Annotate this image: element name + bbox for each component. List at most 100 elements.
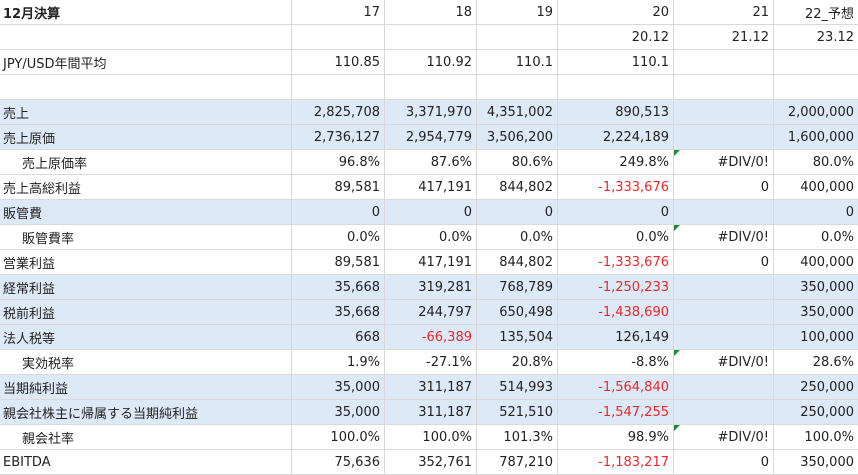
value-cell-col-19[interactable]: 20.8% <box>477 350 558 375</box>
value-cell-col-19[interactable]: 19 <box>477 0 558 25</box>
value-cell-col-18[interactable]: -66,389 <box>385 325 477 350</box>
row-label-cell[interactable]: EBITDA <box>0 450 292 475</box>
value-cell-col-20[interactable]: 0 <box>558 200 674 225</box>
value-cell-col-18[interactable]: 311,187 <box>385 375 477 400</box>
value-cell-col-19[interactable]: 514,993 <box>477 375 558 400</box>
row-label-cell[interactable]: 売上 <box>0 100 292 125</box>
row-label-cell[interactable]: 当期純利益 <box>0 375 292 400</box>
value-cell-col-18[interactable]: 110.92 <box>385 50 477 75</box>
row-label-cell[interactable]: 販管費 <box>0 200 292 225</box>
value-cell-col-21[interactable]: 0 <box>674 175 774 200</box>
value-cell-col-20[interactable]: -1,547,255 <box>558 400 674 425</box>
value-cell-col-19[interactable] <box>477 75 558 100</box>
value-cell-col-18[interactable]: -27.1% <box>385 350 477 375</box>
row-label-cell[interactable] <box>0 25 292 50</box>
row-label-cell[interactable]: 法人税等 <box>0 325 292 350</box>
value-cell-col-20[interactable]: 2,224,189 <box>558 125 674 150</box>
row-label-cell[interactable]: 実効税率 <box>0 350 292 375</box>
value-cell-col-21[interactable] <box>674 125 774 150</box>
value-cell-col-20[interactable]: 0.0% <box>558 225 674 250</box>
value-cell-col-18[interactable] <box>385 75 477 100</box>
value-cell-col-22[interactable]: 400,000 <box>774 250 858 275</box>
value-cell-col-21[interactable] <box>674 325 774 350</box>
value-cell-col-19[interactable]: 4,351,002 <box>477 100 558 125</box>
value-cell-col-21[interactable] <box>674 375 774 400</box>
value-cell-col-18[interactable]: 2,954,779 <box>385 125 477 150</box>
value-cell-col-17[interactable]: 668 <box>292 325 385 350</box>
value-cell-col-17[interactable]: 0 <box>292 200 385 225</box>
value-cell-col-22[interactable]: 350,000 <box>774 275 858 300</box>
value-cell-col-19[interactable]: 844,802 <box>477 250 558 275</box>
row-label-cell[interactable]: 税前利益 <box>0 300 292 325</box>
value-cell-col-17[interactable]: 2,736,127 <box>292 125 385 150</box>
value-cell-col-18[interactable]: 311,187 <box>385 400 477 425</box>
value-cell-col-20[interactable]: -1,438,690 <box>558 300 674 325</box>
value-cell-col-17[interactable]: 89,581 <box>292 250 385 275</box>
value-cell-col-17[interactable]: 35,668 <box>292 300 385 325</box>
row-label-cell[interactable]: 売上原価 <box>0 125 292 150</box>
row-label-cell[interactable]: 売上高総利益 <box>0 175 292 200</box>
value-cell-col-22[interactable]: 350,000 <box>774 300 858 325</box>
value-cell-col-21[interactable] <box>674 275 774 300</box>
value-cell-col-21[interactable]: 21.12 <box>674 25 774 50</box>
value-cell-col-19[interactable]: 844,802 <box>477 175 558 200</box>
value-cell-col-22[interactable]: 100.0% <box>774 425 858 450</box>
value-cell-col-21[interactable]: #DIV/0! <box>674 350 774 375</box>
value-cell-col-18[interactable]: 417,191 <box>385 250 477 275</box>
value-cell-col-18[interactable] <box>385 25 477 50</box>
value-cell-col-17[interactable] <box>292 75 385 100</box>
value-cell-col-19[interactable]: 650,498 <box>477 300 558 325</box>
value-cell-col-18[interactable]: 18 <box>385 0 477 25</box>
value-cell-col-19[interactable]: 521,510 <box>477 400 558 425</box>
value-cell-col-22[interactable]: 0.0% <box>774 225 858 250</box>
value-cell-col-21[interactable]: 0 <box>674 250 774 275</box>
value-cell-col-21[interactable]: 0 <box>674 450 774 475</box>
row-label-cell[interactable]: 経常利益 <box>0 275 292 300</box>
value-cell-col-22[interactable]: 80.0% <box>774 150 858 175</box>
row-label-cell[interactable]: 12月決算 <box>0 0 292 25</box>
row-label-cell[interactable]: 親会社率 <box>0 425 292 450</box>
value-cell-col-17[interactable]: 2,825,708 <box>292 100 385 125</box>
value-cell-col-18[interactable]: 417,191 <box>385 175 477 200</box>
value-cell-col-20[interactable]: -1,333,676 <box>558 250 674 275</box>
value-cell-col-20[interactable]: -1,250,233 <box>558 275 674 300</box>
value-cell-col-20[interactable]: -1,183,217 <box>558 450 674 475</box>
value-cell-col-17[interactable]: 17 <box>292 0 385 25</box>
value-cell-col-19[interactable]: 110.1 <box>477 50 558 75</box>
value-cell-col-20[interactable]: 249.8% <box>558 150 674 175</box>
value-cell-col-20[interactable]: 110.1 <box>558 50 674 75</box>
value-cell-col-17[interactable]: 35,000 <box>292 400 385 425</box>
row-label-cell[interactable]: 販管費率 <box>0 225 292 250</box>
value-cell-col-18[interactable]: 100.0% <box>385 425 477 450</box>
value-cell-col-21[interactable] <box>674 100 774 125</box>
value-cell-col-18[interactable]: 319,281 <box>385 275 477 300</box>
value-cell-col-17[interactable]: 0.0% <box>292 225 385 250</box>
value-cell-col-17[interactable]: 96.8% <box>292 150 385 175</box>
value-cell-col-18[interactable]: 3,371,970 <box>385 100 477 125</box>
value-cell-col-20[interactable]: 890,513 <box>558 100 674 125</box>
value-cell-col-21[interactable]: 21 <box>674 0 774 25</box>
value-cell-col-22[interactable]: 100,000 <box>774 325 858 350</box>
value-cell-col-22[interactable]: 1,600,000 <box>774 125 858 150</box>
value-cell-col-20[interactable]: 126,149 <box>558 325 674 350</box>
row-label-cell[interactable]: JPY/USD年間平均 <box>0 50 292 75</box>
value-cell-col-21[interactable]: #DIV/0! <box>674 225 774 250</box>
value-cell-col-17[interactable]: 35,000 <box>292 375 385 400</box>
value-cell-col-17[interactable]: 110.85 <box>292 50 385 75</box>
value-cell-col-22[interactable]: 28.6% <box>774 350 858 375</box>
value-cell-col-22[interactable]: 2,000,000 <box>774 100 858 125</box>
value-cell-col-21[interactable] <box>674 300 774 325</box>
value-cell-col-18[interactable]: 0 <box>385 200 477 225</box>
value-cell-col-22[interactable]: 250,000 <box>774 400 858 425</box>
value-cell-col-18[interactable]: 352,761 <box>385 450 477 475</box>
value-cell-col-19[interactable] <box>477 25 558 50</box>
value-cell-col-22[interactable]: 0 <box>774 200 858 225</box>
value-cell-col-20[interactable] <box>558 75 674 100</box>
value-cell-col-20[interactable]: 20.12 <box>558 25 674 50</box>
value-cell-col-17[interactable]: 75,636 <box>292 450 385 475</box>
value-cell-col-19[interactable]: 3,506,200 <box>477 125 558 150</box>
value-cell-col-21[interactable] <box>674 75 774 100</box>
value-cell-col-17[interactable]: 1.9% <box>292 350 385 375</box>
value-cell-col-19[interactable]: 80.6% <box>477 150 558 175</box>
value-cell-col-22[interactable] <box>774 50 858 75</box>
